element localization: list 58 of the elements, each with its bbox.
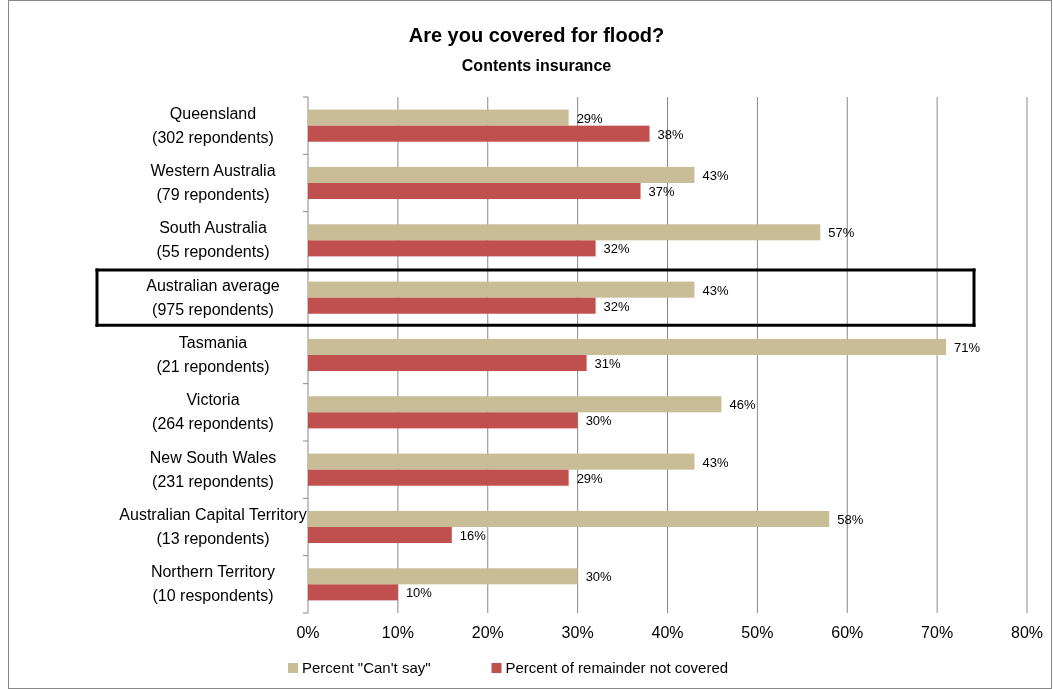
data-label: 29% [576,470,604,486]
bar [308,355,587,372]
y-tick-label: Australian average (975 repondents) [146,276,280,318]
bar [308,240,596,257]
data-label: 46% [729,397,756,413]
data-label: 71% [954,339,981,355]
y-tick-label: Tasmania (21 repondents) [156,334,270,375]
bar [308,183,641,200]
y-tick-label: South Australia (55 repondents) [156,219,270,261]
data-label: 30% [585,413,613,429]
bar [308,469,569,486]
x-tick-label: 20% [471,624,504,641]
x-tick-label: 40% [651,624,684,641]
x-tick-label: 10% [381,624,414,641]
bar [308,396,722,413]
legend-label: Percent "Can't say" [302,659,431,676]
data-label: 43% [702,282,729,298]
bar [308,412,578,429]
y-tick-label: Victoria (264 repondents) [152,391,274,433]
y-tick-label: Northern Territory (10 respondents) [150,563,276,605]
x-tick-label: 80% [1010,624,1044,641]
y-tick-label: Australian Capital Territory (13 repondents) [119,506,307,547]
data-label: 57% [828,225,855,241]
bar [308,453,695,470]
data-label: 16% [459,528,487,544]
data-label: 10% [405,585,433,601]
y-tick-label: Queensland (302 repondents) [152,104,274,146]
data-label: 38% [657,126,684,142]
bar [308,568,578,585]
x-tick-label: 50% [741,624,774,641]
chart-subtitle: Contents insurance [461,57,612,74]
data-label: 29% [576,110,604,126]
legend-label: Percent of remainder not covered [505,659,729,676]
bar [308,109,569,126]
y-tick-label: Western Australia (79 repondents) [150,162,276,203]
bar [308,166,695,183]
bar [308,281,695,298]
x-tick-label: 60% [831,624,864,641]
data-label: 30% [585,569,613,585]
data-label: 58% [837,511,864,527]
bar [308,584,398,601]
bar [308,527,452,544]
data-label: 37% [648,184,675,200]
data-label: 43% [702,454,729,470]
bar [308,125,650,142]
x-tick-label: 30% [561,624,594,641]
x-tick-label: 0% [296,624,320,641]
x-tick-label: 70% [921,624,954,641]
bar [308,224,821,241]
data-label: 31% [594,356,622,372]
bar [308,510,830,527]
y-tick-label: New South Wales (231 repondents) [149,448,277,490]
data-label: 43% [702,167,729,183]
data-label: 32% [603,241,631,257]
data-label: 32% [603,298,631,314]
bar [308,297,596,314]
bar [308,338,947,355]
chart-title: Are you covered for flood? [408,24,665,46]
